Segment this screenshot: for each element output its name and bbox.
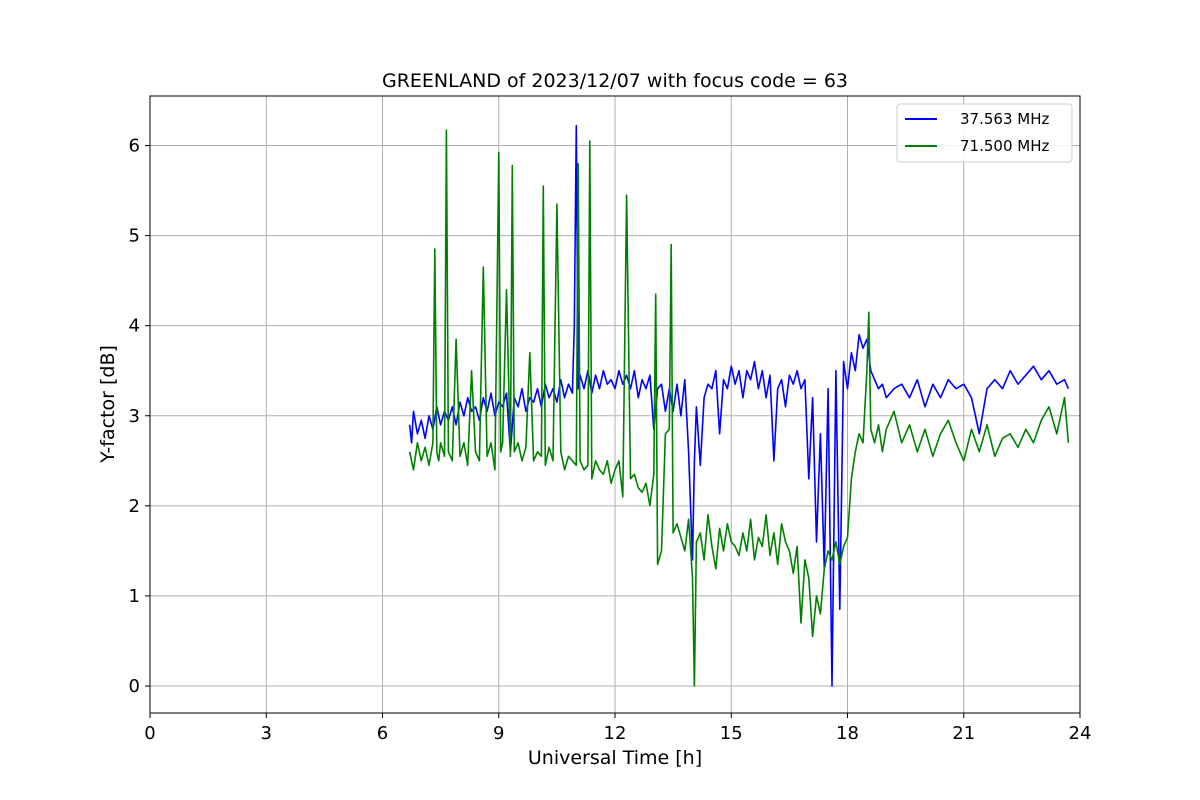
x-tick-label: 15 <box>720 723 743 744</box>
legend: 37.563 MHz 71.500 MHz <box>896 103 1073 163</box>
legend-label-71mhz: 71.500 MHz <box>960 137 1049 155</box>
x-tick-label: 24 <box>1069 723 1092 744</box>
x-tick-label: 18 <box>836 723 859 744</box>
x-tick-label: 9 <box>493 723 504 744</box>
y-tick-label: 6 <box>129 136 140 157</box>
y-axis-label: Y-factor [dB] <box>97 345 119 464</box>
plot-series <box>408 124 1070 687</box>
x-tick-label: 0 <box>144 723 155 744</box>
x-tick-label: 12 <box>604 723 627 744</box>
y-tick-label: 3 <box>129 406 140 427</box>
legend-box <box>896 103 1073 163</box>
series-line-71mhz <box>408 129 1070 687</box>
x-tick-label: 3 <box>261 723 272 744</box>
y-tick-label: 1 <box>129 586 140 607</box>
y-tick-label: 2 <box>129 496 140 517</box>
legend-label-37mhz: 37.563 MHz <box>960 110 1049 128</box>
x-tick-label: 21 <box>952 723 975 744</box>
chart-title: GREENLAND of 2023/12/07 with focus code … <box>382 70 848 92</box>
y-tick-label: 0 <box>129 676 140 697</box>
y-tick-label: 4 <box>129 316 140 337</box>
x-axis-label: Universal Time [h] <box>528 747 702 769</box>
y-tick-label: 5 <box>129 226 140 247</box>
x-tick-label: 6 <box>377 723 388 744</box>
